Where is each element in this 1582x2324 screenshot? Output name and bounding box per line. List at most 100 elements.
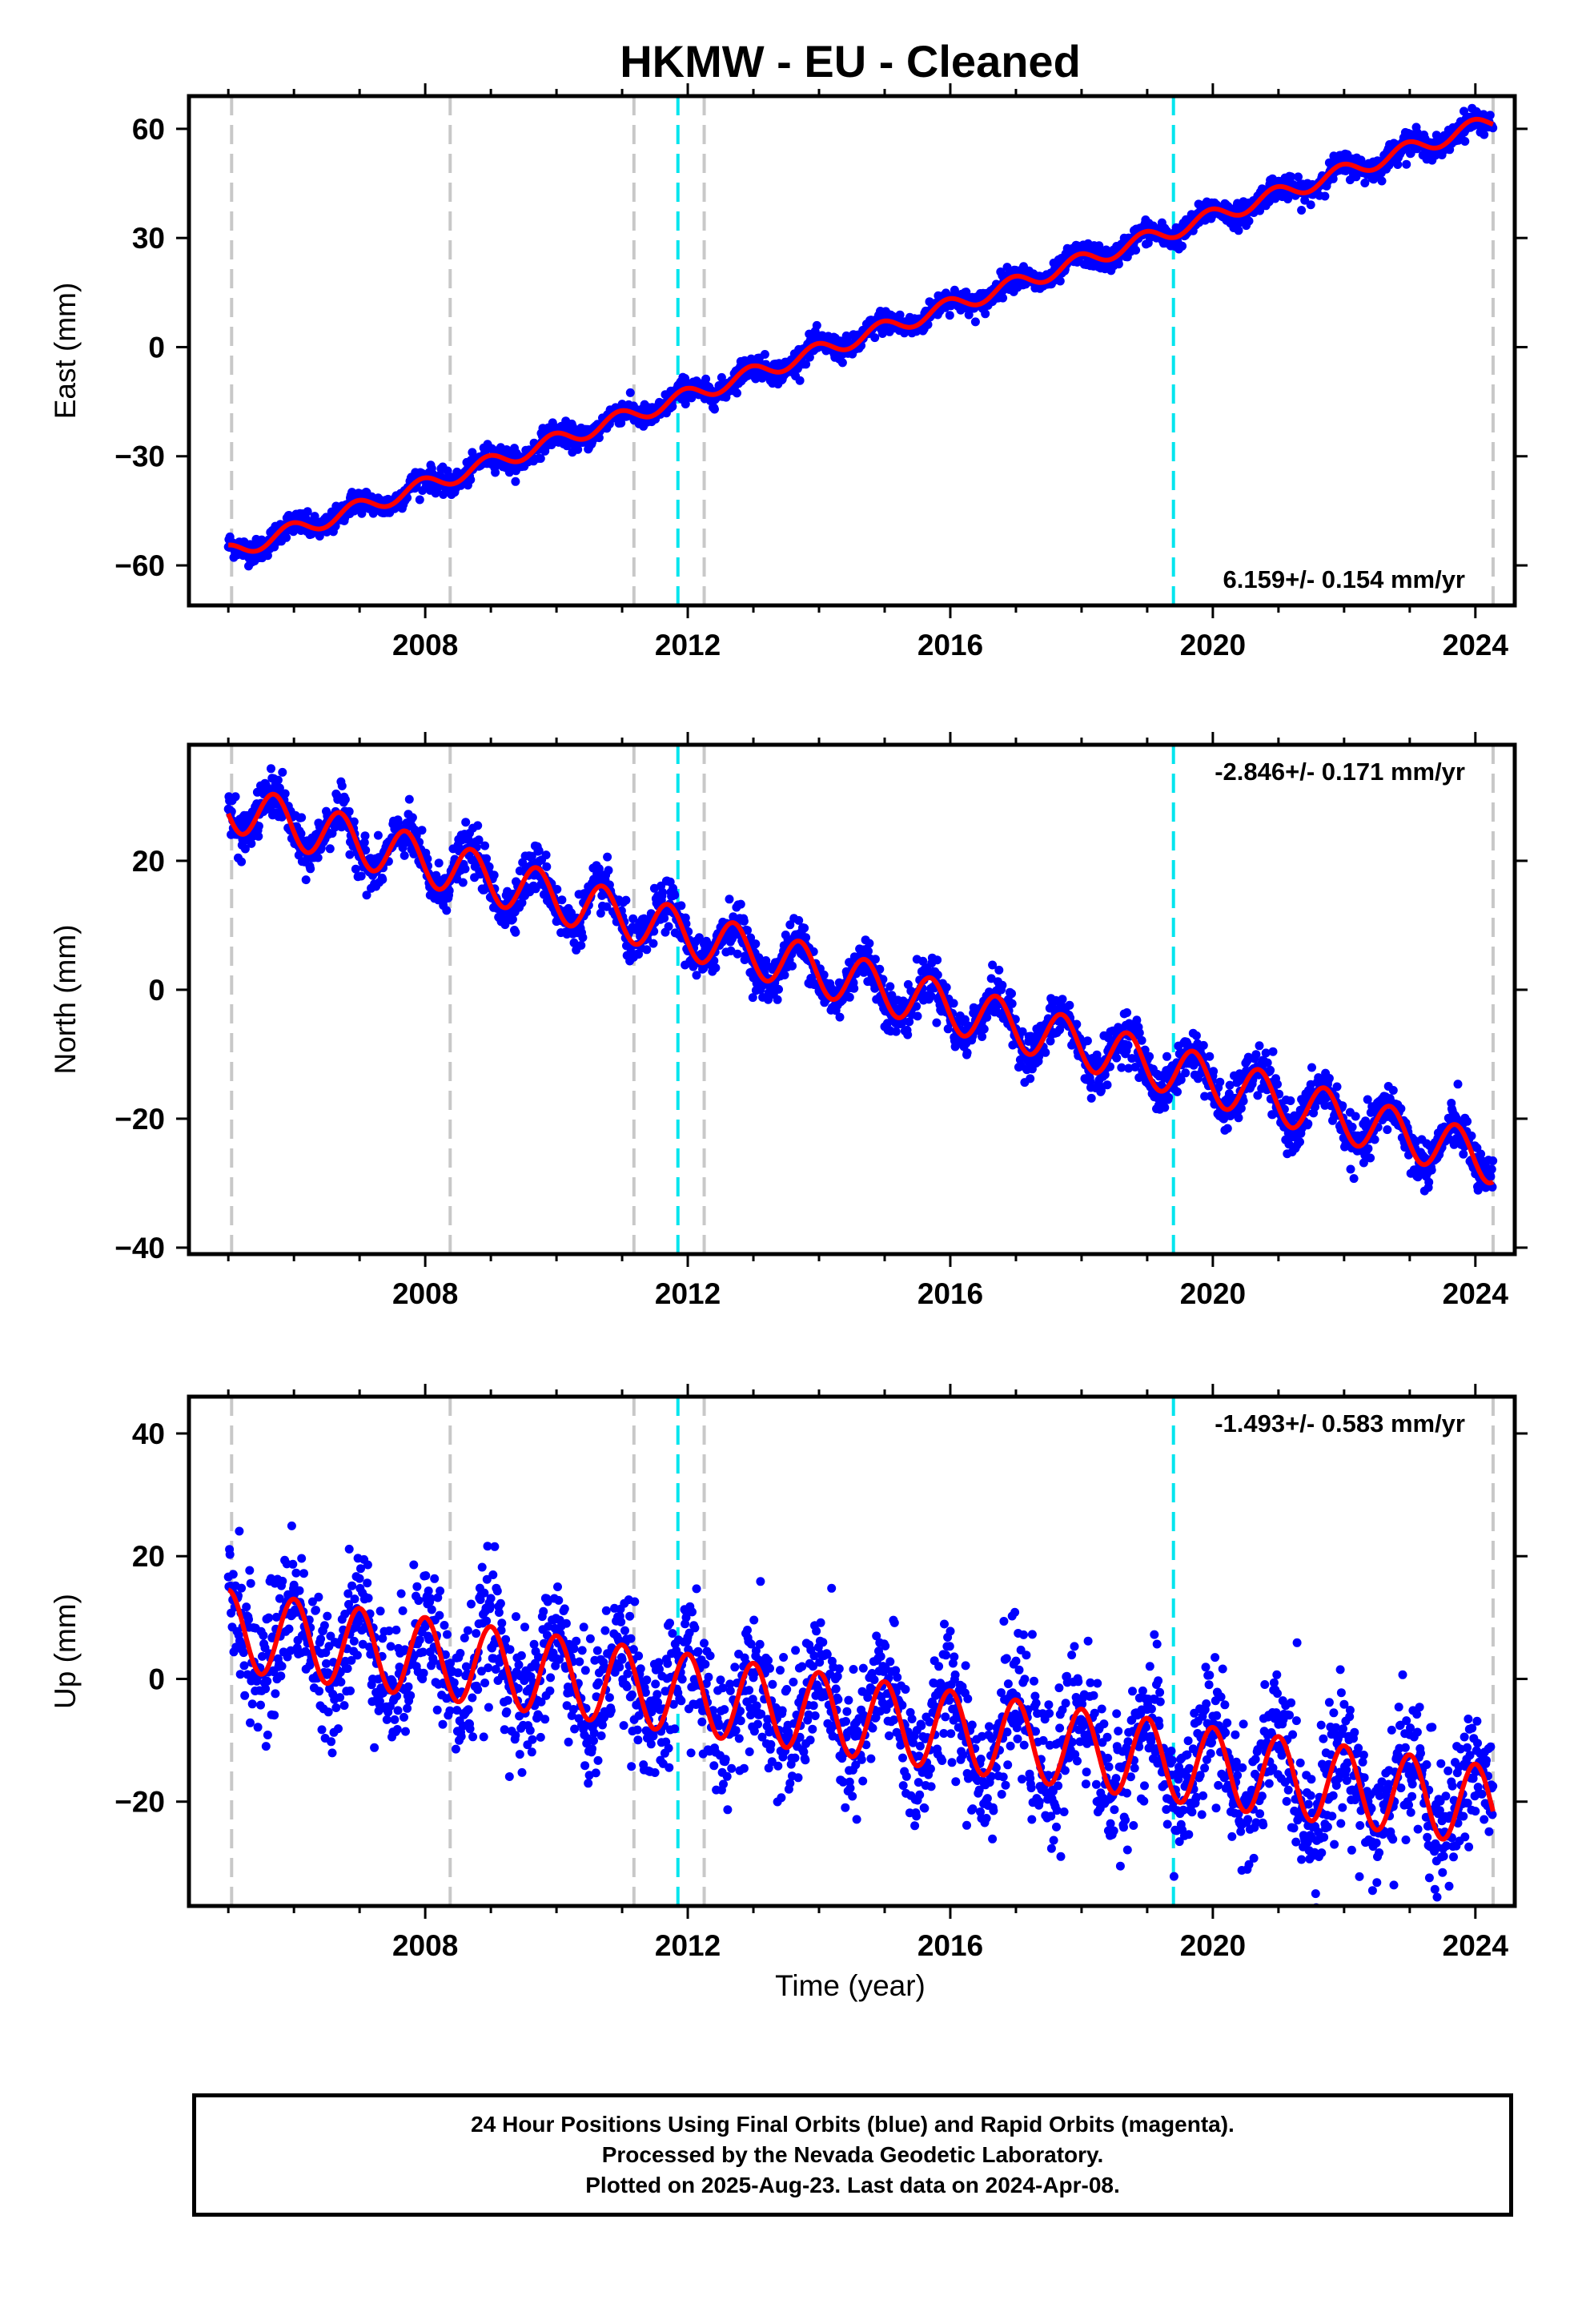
data-point: [404, 794, 414, 804]
data-point: [760, 350, 769, 359]
data-point: [1297, 206, 1307, 215]
data-point: [349, 817, 359, 826]
data-point: [1402, 159, 1411, 169]
data-point: [1255, 1041, 1264, 1051]
data-point: [331, 1703, 341, 1712]
data-point: [356, 871, 366, 881]
data-point: [339, 1701, 349, 1711]
y-tick-label: −40: [114, 1232, 165, 1265]
data-point: [1162, 1051, 1171, 1061]
x-tick-label: 2008: [392, 1277, 458, 1310]
data-point: [295, 1586, 304, 1595]
data-point: [1164, 1092, 1174, 1102]
x-tick-label: 2012: [655, 1277, 721, 1310]
data-point: [681, 400, 690, 408]
data-point: [576, 941, 586, 950]
data-point: [239, 1661, 249, 1671]
data-point: [774, 984, 783, 994]
data-point: [1112, 1053, 1122, 1063]
chart-title: HKMW - EU - Cleaned: [620, 36, 1081, 86]
data-point: [1026, 1074, 1035, 1084]
data-point: [1360, 179, 1370, 187]
data-point: [1328, 174, 1338, 183]
data-point: [739, 916, 749, 926]
data-point: [1366, 1153, 1375, 1163]
data-point: [246, 1578, 255, 1588]
data-point: [325, 844, 335, 854]
data-point: [1173, 1087, 1182, 1096]
data-point: [994, 965, 1004, 975]
data-point: [351, 864, 360, 874]
data-point: [773, 995, 782, 1004]
data-point: [978, 1032, 987, 1041]
data-point: [1306, 200, 1315, 210]
data-point: [240, 844, 250, 854]
data-point: [247, 1699, 257, 1709]
data-point: [1114, 259, 1123, 269]
data-point: [434, 858, 444, 868]
data-point: [362, 891, 371, 900]
y-tick-label: −60: [114, 549, 165, 582]
data-point: [1377, 176, 1387, 186]
data-point: [932, 1018, 942, 1027]
data-point: [885, 982, 895, 991]
data-point: [335, 1693, 345, 1703]
data-point: [323, 1611, 332, 1621]
data-point: [1244, 216, 1254, 226]
data-point: [1268, 1047, 1278, 1056]
data-point: [306, 864, 315, 874]
data-point: [1424, 1177, 1434, 1187]
data-point: [616, 418, 626, 428]
data-point: [1294, 172, 1303, 182]
data-point: [648, 939, 658, 948]
data-point: [1223, 1124, 1232, 1133]
y-axis-label: North (mm): [49, 924, 82, 1074]
data-point: [301, 875, 311, 885]
data-point: [264, 1613, 274, 1622]
data-point: [461, 818, 471, 827]
data-point: [316, 1634, 326, 1644]
model-line: [228, 116, 1494, 554]
data-point: [733, 388, 741, 398]
data-point: [254, 831, 263, 841]
data-point: [423, 854, 432, 863]
data-point: [569, 938, 579, 947]
data-point: [1160, 1103, 1170, 1112]
data-point: [1427, 1165, 1436, 1175]
data-point: [956, 305, 966, 315]
data-point: [439, 490, 448, 499]
data-point: [751, 939, 761, 949]
data-point: [1123, 1040, 1133, 1050]
data-point: [1234, 226, 1243, 235]
plot-area: [223, 745, 1498, 1254]
data-point: [1463, 1116, 1472, 1126]
plot-area: [223, 96, 1498, 605]
data-point: [849, 983, 859, 993]
data-point: [317, 1725, 327, 1735]
data-point: [473, 821, 483, 830]
data-point: [1134, 1028, 1144, 1038]
data-point: [228, 1570, 238, 1579]
data-point: [603, 852, 612, 862]
data-point: [578, 933, 588, 943]
data-point: [327, 1737, 336, 1747]
data-point: [273, 775, 283, 785]
data-point: [1287, 172, 1296, 182]
x-tick-label: 2024: [1443, 1277, 1509, 1310]
data-point: [1346, 1164, 1355, 1174]
y-tick-label: −20: [114, 1103, 165, 1136]
data-point: [1234, 1113, 1243, 1123]
data-point: [557, 895, 567, 905]
data-point: [835, 1012, 845, 1022]
data-point: [1488, 1156, 1498, 1165]
data-point: [468, 448, 477, 457]
y-tick-label: 0: [148, 974, 165, 1007]
velocity-label: -2.846+/- 0.171 mm/yr: [1215, 758, 1465, 786]
data-point: [1191, 1031, 1201, 1040]
plot-area: [223, 1397, 1498, 1906]
data-point: [870, 955, 880, 964]
data-point: [1199, 1040, 1208, 1050]
data-point: [1324, 1074, 1334, 1083]
data-point: [1086, 1093, 1096, 1103]
data-point: [711, 963, 721, 973]
